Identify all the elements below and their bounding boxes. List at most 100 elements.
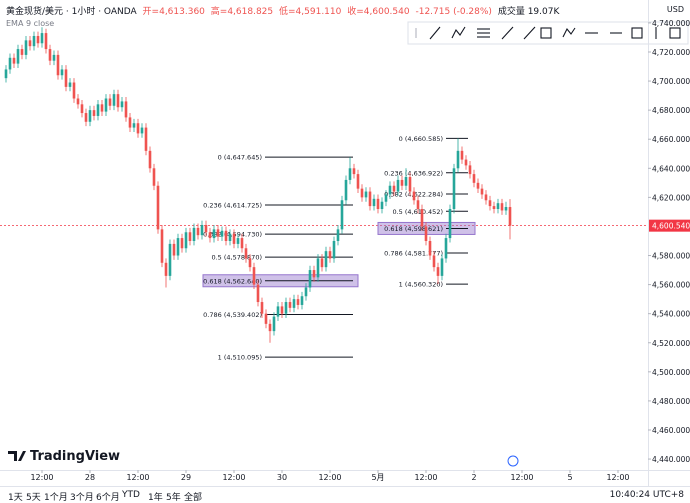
candles	[4, 27, 512, 343]
candle-body	[264, 313, 268, 324]
candle-body	[444, 238, 448, 259]
candle-body	[412, 191, 416, 201]
symbol-header: 黄金现货/美元 · 1小时 · OANDA 开=4,613.360 高=4,61…	[6, 4, 562, 17]
candle-body	[424, 226, 428, 241]
currency[interactable]: USD	[666, 5, 684, 14]
candle-body	[404, 177, 408, 186]
fib-label: 0.786 (4,581.777)	[384, 249, 443, 257]
candle-body	[392, 185, 396, 192]
y-tick-label: 4,620.000	[652, 193, 690, 202]
rect-tool[interactable]	[540, 27, 552, 39]
range-button[interactable]: 5天	[26, 493, 41, 503]
candle-body	[508, 207, 512, 226]
range-button[interactable]: YTD	[122, 490, 140, 500]
fib-label: 0.382 (4,594.730)	[203, 231, 262, 239]
change: -12.715 (-0.28%)	[415, 7, 492, 17]
candle-body	[68, 82, 72, 87]
candle-body	[116, 94, 120, 108]
indicator-label[interactable]: EMA 9 close	[6, 19, 55, 28]
candle-body	[476, 182, 480, 189]
fib-label: 0.618 (4,562.640)	[203, 277, 262, 285]
candle-body	[468, 165, 472, 175]
bottom-toolbar: 10:40:24 UTC+8 1天 5天 1个月 3个月 6个月 YTD 1年 5年 全部	[0, 486, 690, 503]
candle-body	[128, 117, 132, 128]
drawing-toolbar	[407, 21, 689, 45]
ray-tool[interactable]	[501, 26, 514, 40]
candle-body	[436, 267, 440, 276]
candle-body	[388, 185, 392, 195]
candle-body	[208, 232, 212, 239]
fib-retracement: 0 (4,660.585)0.236 (4,636.922)0.382 (4,6…	[377, 135, 476, 289]
x-tick-label: 12:00	[222, 473, 245, 482]
candle-body	[472, 174, 476, 183]
candle-body	[248, 258, 252, 268]
price-badge	[649, 219, 690, 232]
candle-body	[160, 229, 164, 263]
x-tick-label: 29	[181, 473, 191, 482]
candle-body	[240, 238, 244, 249]
range-button[interactable]: 5年	[166, 493, 181, 503]
y-tick-label: 4,460.000	[652, 426, 690, 435]
candle-body	[380, 201, 384, 209]
range-button[interactable]: 6个月	[96, 493, 120, 503]
candle-body	[284, 302, 288, 314]
candle-body	[148, 150, 152, 169]
candle-body	[276, 306, 280, 317]
candle-body	[456, 150, 460, 169]
x-tick-label: 5月	[371, 473, 384, 482]
candle-body	[168, 243, 172, 276]
y-tick-label: 4,440.000	[652, 455, 690, 464]
candle-body	[220, 230, 224, 237]
path-tool[interactable]	[451, 26, 466, 39]
candle-body	[348, 168, 352, 180]
candle-body	[368, 191, 372, 207]
y-tick-label: 4,580.000	[652, 252, 690, 261]
range-button[interactable]: 3个月	[70, 493, 94, 503]
candle-body	[484, 194, 488, 201]
x-tick-label: 30	[277, 473, 287, 482]
symbol[interactable]: 黄金现货/美元 · 1小时 · OANDA	[6, 7, 137, 17]
candle-body	[408, 177, 412, 192]
y-tick-label: 4,680.000	[652, 106, 690, 115]
candle-body	[416, 200, 420, 209]
box-tool[interactable]	[631, 27, 643, 39]
candle-body	[352, 168, 356, 175]
candle-body	[64, 69, 68, 87]
price-badge-label: 4,600.540	[652, 222, 690, 231]
y-tick-label: 4,660.000	[652, 135, 690, 144]
y-tick-label: 4,520.000	[652, 339, 690, 348]
range-button[interactable]: 全部	[184, 493, 203, 503]
x-tick-label: 12:00	[606, 473, 629, 482]
candle-body	[360, 188, 364, 198]
candle-body	[280, 306, 284, 314]
trend-line-tool[interactable]	[429, 26, 441, 40]
candle-body	[204, 224, 208, 233]
low: 低=4,591.110	[279, 7, 342, 17]
candle-body	[96, 104, 100, 116]
go-to-realtime[interactable]	[507, 455, 519, 467]
candle-body	[460, 150, 464, 160]
candle-body	[232, 233, 236, 244]
range-button[interactable]: 1天	[8, 493, 23, 503]
range-button[interactable]: 1年	[148, 493, 163, 503]
x-tick-label: 12:00	[510, 473, 533, 482]
fib-label: 1 (4,510.095)	[218, 354, 262, 362]
y-tick-label: 4,560.000	[652, 281, 690, 290]
x-tick-label: 28	[85, 473, 95, 482]
more-tool[interactable]	[669, 27, 681, 39]
candle-body	[332, 240, 336, 259]
y-tick-label: 4,640.000	[652, 164, 690, 173]
clock: 10:40:24 UTC+8	[609, 490, 684, 500]
range-button[interactable]: 1个月	[44, 493, 68, 503]
candle-body	[324, 251, 328, 268]
candle-body	[40, 33, 44, 44]
volume: 成交量 19.07K	[497, 7, 560, 17]
candle-body	[400, 179, 404, 186]
brush-tool[interactable]	[562, 27, 576, 38]
candle-body	[12, 57, 16, 64]
candle-body	[376, 198, 380, 209]
open: 开=4,613.360	[142, 7, 205, 17]
extended-tool[interactable]	[523, 26, 536, 40]
x-tick-label: 12:00	[318, 473, 341, 482]
candle-body	[328, 251, 332, 259]
